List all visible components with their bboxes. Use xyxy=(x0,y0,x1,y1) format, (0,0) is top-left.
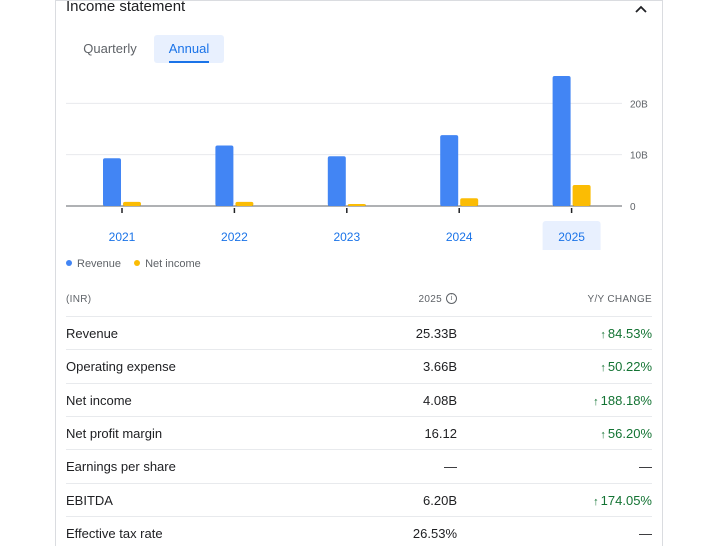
row-change-value: — xyxy=(639,525,652,541)
row-value: 26.53% xyxy=(412,525,457,541)
row-change: ↑ 84.53% xyxy=(600,326,652,341)
legend-item-revenue: Revenue xyxy=(66,258,121,270)
x-tick-label: 2023 xyxy=(333,230,360,244)
table-row: Revenue 25.33B ↑ 84.53% xyxy=(66,316,652,350)
tab-annual-label: Annual xyxy=(168,41,210,56)
arrow-up-icon: ↑ xyxy=(600,362,606,375)
row-label: Effective tax rate xyxy=(66,525,163,541)
arrow-up-icon: ↑ xyxy=(600,428,606,441)
tab-quarterly[interactable]: Quarterly xyxy=(83,41,137,56)
legend-dot-revenue xyxy=(66,260,72,267)
tab-annual[interactable]: Annual xyxy=(154,35,224,63)
legend-item-net-income: Net income xyxy=(134,258,201,270)
row-change: ↑ 50.22% xyxy=(600,359,652,374)
header-year: 2025 i xyxy=(418,293,457,306)
bar-revenue xyxy=(215,145,234,206)
chart-legend: Revenue Net income xyxy=(66,258,211,270)
row-label: Operating expense xyxy=(66,359,176,375)
y-tick-label: 10B xyxy=(630,151,648,162)
income-bar-chart: 0 10B 20B 2021 2022 2023 2024 2025 xyxy=(66,76,648,250)
card-title: Income statement xyxy=(66,0,186,15)
bar-revenue xyxy=(440,135,459,206)
row-label: EBITDA xyxy=(66,492,113,508)
legend-dot-net-income xyxy=(134,260,141,267)
header-currency: (INR) xyxy=(66,294,92,305)
table-row: Net income 4.08B ↑ 188.18% xyxy=(66,382,652,417)
x-tick-label: 2025 xyxy=(558,230,585,244)
legend-label-net-income: Net income xyxy=(145,258,201,270)
row-change-value: 56.20% xyxy=(607,425,652,441)
x-tick-label: 2021 xyxy=(109,230,136,244)
bar-revenue xyxy=(552,76,571,206)
tab-selected-underline xyxy=(169,61,209,63)
row-label: Net profit margin xyxy=(66,425,163,441)
table-row: Operating expense 3.66B ↑ 50.22% xyxy=(66,349,652,383)
row-change-value: — xyxy=(639,459,652,475)
bar-net-income xyxy=(572,185,591,206)
table-header: (INR) 2025 i Y/Y CHANGE xyxy=(66,293,652,308)
info-icon[interactable]: i xyxy=(446,293,457,304)
income-statement-card xyxy=(55,0,663,546)
bar-revenue xyxy=(103,158,121,206)
x-tick-label: 2022 xyxy=(221,230,248,244)
table-row: Net profit margin 16.12 ↑ 56.20% xyxy=(66,415,652,450)
row-value: 25.33B xyxy=(415,326,457,341)
row-change: — xyxy=(639,459,652,474)
row-value: 6.20B xyxy=(423,492,457,508)
row-value: 4.08B xyxy=(423,392,457,408)
arrow-up-icon: ↑ xyxy=(600,329,606,341)
table-row: Effective tax rate 26.53% — xyxy=(66,515,652,550)
arrow-up-icon: ↑ xyxy=(593,395,599,408)
x-tick-label: 2024 xyxy=(446,230,473,244)
header-yoy-change: Y/Y CHANGE xyxy=(587,294,652,305)
bar-revenue xyxy=(327,156,346,206)
bar-net-income xyxy=(460,198,479,206)
header-year-label: 2025 xyxy=(418,294,442,306)
row-label: Earnings per share xyxy=(66,459,176,475)
row-value: 16.12 xyxy=(424,425,457,441)
table-row: Earnings per share — — xyxy=(66,449,652,483)
row-change: ↑ 188.18% xyxy=(593,393,652,408)
arrow-up-icon: ↑ xyxy=(593,495,599,508)
row-change-value: 50.22% xyxy=(607,359,652,375)
row-change-value: 188.18% xyxy=(600,392,652,408)
row-value: — xyxy=(444,459,457,475)
y-tick-label: 20B xyxy=(630,99,648,110)
row-change: — xyxy=(639,526,652,541)
bar-net-income xyxy=(347,203,366,206)
bar-net-income xyxy=(235,201,254,206)
row-change: ↑ 174.05% xyxy=(593,493,652,508)
y-tick-label: 0 xyxy=(630,202,636,213)
selected-year-highlight xyxy=(542,221,601,250)
row-value: 3.66B xyxy=(423,359,457,375)
table-row: EBITDA 6.20B ↑ 174.05% xyxy=(66,482,652,517)
row-change-value: 174.05% xyxy=(600,492,652,508)
row-label: Revenue xyxy=(66,326,119,341)
row-label: Net income xyxy=(66,392,132,408)
legend-label-revenue: Revenue xyxy=(77,258,122,270)
row-change: ↑ 56.20% xyxy=(600,426,652,441)
row-change-value: 84.53% xyxy=(607,326,652,341)
bar-net-income xyxy=(123,201,141,206)
chevron-up-icon[interactable] xyxy=(634,2,648,16)
